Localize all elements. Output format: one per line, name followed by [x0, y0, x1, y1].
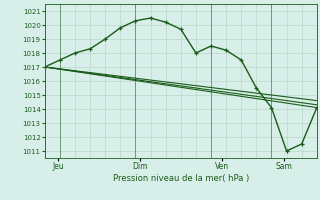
X-axis label: Pression niveau de la mer( hPa ): Pression niveau de la mer( hPa ) [113, 174, 249, 183]
